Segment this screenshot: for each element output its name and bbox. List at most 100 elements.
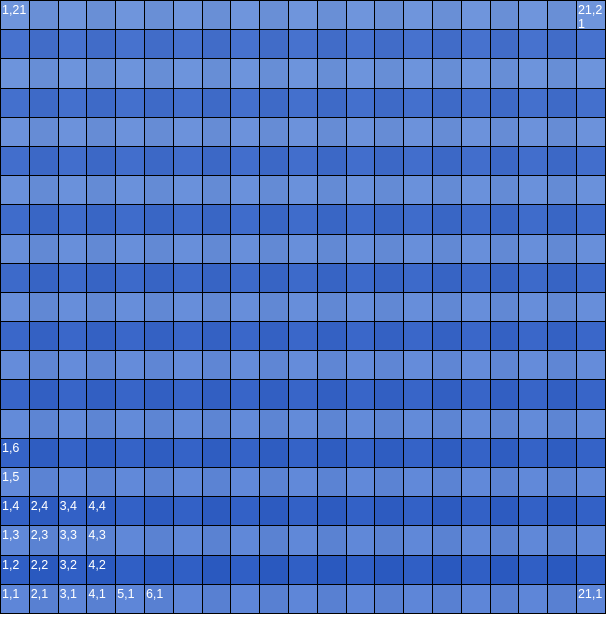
grid-cell-15-9 xyxy=(403,350,432,380)
grid-cell-11-12 xyxy=(287,262,317,292)
grid-cell-2-20 xyxy=(28,29,58,59)
grid-cell-11-11 xyxy=(287,291,317,322)
grid-cell-11-6 xyxy=(287,437,317,467)
grid-cell-3-3: 3,3 xyxy=(57,525,87,555)
grid-cell-11-7 xyxy=(287,408,317,438)
grid-cell-1-19 xyxy=(0,58,29,88)
grid-cell-9-17 xyxy=(230,116,260,146)
grid-cell-19-12 xyxy=(518,262,548,292)
grid-cell-8-9 xyxy=(201,350,231,380)
grid-cell-4-18 xyxy=(86,87,116,117)
grid-cell-11-3 xyxy=(287,525,317,555)
grid-cell-14-5 xyxy=(374,467,404,497)
grid-cell-6-4 xyxy=(143,496,173,526)
grid-cell-15-4 xyxy=(403,496,432,526)
grid-cell-19-16 xyxy=(518,145,548,176)
grid-cell-17-19 xyxy=(460,58,490,88)
grid-cell-4-4: 4,4 xyxy=(86,496,116,526)
grid-cell-8-1 xyxy=(201,583,231,613)
grid-cell-9-2 xyxy=(230,554,260,584)
grid-cell-7-7 xyxy=(172,408,202,438)
grid-cell-3-12 xyxy=(57,262,87,292)
grid-cell-21-17 xyxy=(575,116,605,146)
grid-cell-4-13 xyxy=(86,233,116,263)
grid-cell-8-17 xyxy=(201,116,231,146)
grid-cell-7-17 xyxy=(172,116,202,146)
grid-cell-4-10 xyxy=(86,321,116,351)
grid-cell-5-12 xyxy=(115,262,144,292)
grid-cell-5-16 xyxy=(115,145,144,176)
grid-cell-8-15 xyxy=(201,175,231,205)
grid-cell-17-3 xyxy=(460,525,490,555)
grid-cell-11-1 xyxy=(287,583,317,613)
grid-cell-15-17 xyxy=(403,116,432,146)
grid-cell-16-18 xyxy=(431,87,461,117)
grid-cell-10-13 xyxy=(259,233,288,263)
grid-cell-18-8 xyxy=(489,379,519,409)
grid-cell-18-12 xyxy=(489,262,519,292)
grid-cell-16-9 xyxy=(431,350,461,380)
grid-cell-16-13 xyxy=(431,233,461,263)
grid-cell-12-13 xyxy=(316,233,346,263)
grid-cell-7-10 xyxy=(172,321,202,351)
grid-cell-20-21 xyxy=(547,0,576,30)
grid-cell-12-4 xyxy=(316,496,346,526)
grid-cell-3-11 xyxy=(57,291,87,322)
grid-cell-19-11 xyxy=(518,291,548,322)
grid-cell-17-15 xyxy=(460,175,490,205)
grid-cell-16-12 xyxy=(431,262,461,292)
grid-cell-12-11 xyxy=(316,291,346,322)
grid-cell-13-20 xyxy=(345,29,375,59)
grid-cell-18-19 xyxy=(489,58,519,88)
grid-cell-5-17 xyxy=(115,116,144,146)
grid-cell-12-18 xyxy=(316,87,346,117)
grid-cell-1-12 xyxy=(0,262,29,292)
grid-cell-12-2 xyxy=(316,554,346,584)
grid-cell-11-9 xyxy=(287,350,317,380)
grid-cell-13-18 xyxy=(345,87,375,117)
grid-cell-1-11 xyxy=(0,291,29,322)
grid-cell-6-8 xyxy=(143,379,173,409)
grid-cell-9-6 xyxy=(230,437,260,467)
grid-cell-18-4 xyxy=(489,496,519,526)
grid-cell-16-14 xyxy=(431,204,461,234)
grid-cell-6-18 xyxy=(143,87,173,117)
grid-cell-10-14 xyxy=(259,204,288,234)
grid-cell-6-2 xyxy=(143,554,173,584)
grid-cell-1-1: 1,1 xyxy=(0,583,29,613)
grid-cell-8-3 xyxy=(201,525,231,555)
grid-cell-2-2: 2,2 xyxy=(28,554,58,584)
grid-cell-7-15 xyxy=(172,175,202,205)
grid-cell-20-17 xyxy=(547,116,576,146)
grid-cell-5-18 xyxy=(115,87,144,117)
grid-cell-19-9 xyxy=(518,350,548,380)
grid-cell-20-8 xyxy=(547,379,576,409)
grid-cell-14-14 xyxy=(374,204,404,234)
grid-cell-20-2 xyxy=(547,554,576,584)
grid-cell-21-18 xyxy=(575,87,605,117)
grid-cell-7-8 xyxy=(172,379,202,409)
grid-cell-19-1 xyxy=(518,583,548,613)
grid-cell-17-13 xyxy=(460,233,490,263)
grid-cell-7-14 xyxy=(172,204,202,234)
grid-cell-5-20 xyxy=(115,29,144,59)
grid-cell-11-16 xyxy=(287,145,317,176)
grid-cell-8-11 xyxy=(201,291,231,322)
grid-cell-6-5 xyxy=(143,467,173,497)
grid-cell-18-9 xyxy=(489,350,519,380)
grid-cell-3-14 xyxy=(57,204,87,234)
grid-cell-1-16 xyxy=(0,145,29,176)
grid-cell-6-15 xyxy=(143,175,173,205)
grid-cell-13-17 xyxy=(345,116,375,146)
grid-cell-6-9 xyxy=(143,350,173,380)
grid-cell-13-1 xyxy=(345,583,375,613)
grid-cell-10-7 xyxy=(259,408,288,438)
grid-cell-19-14 xyxy=(518,204,548,234)
grid-cell-21-10 xyxy=(575,321,605,351)
grid-cell-2-17 xyxy=(28,116,58,146)
grid-cell-16-1 xyxy=(431,583,461,613)
grid-cell-15-12 xyxy=(403,262,432,292)
grid-cell-12-16 xyxy=(316,145,346,176)
grid-cell-4-5 xyxy=(86,467,116,497)
grid-cell-18-6 xyxy=(489,437,519,467)
